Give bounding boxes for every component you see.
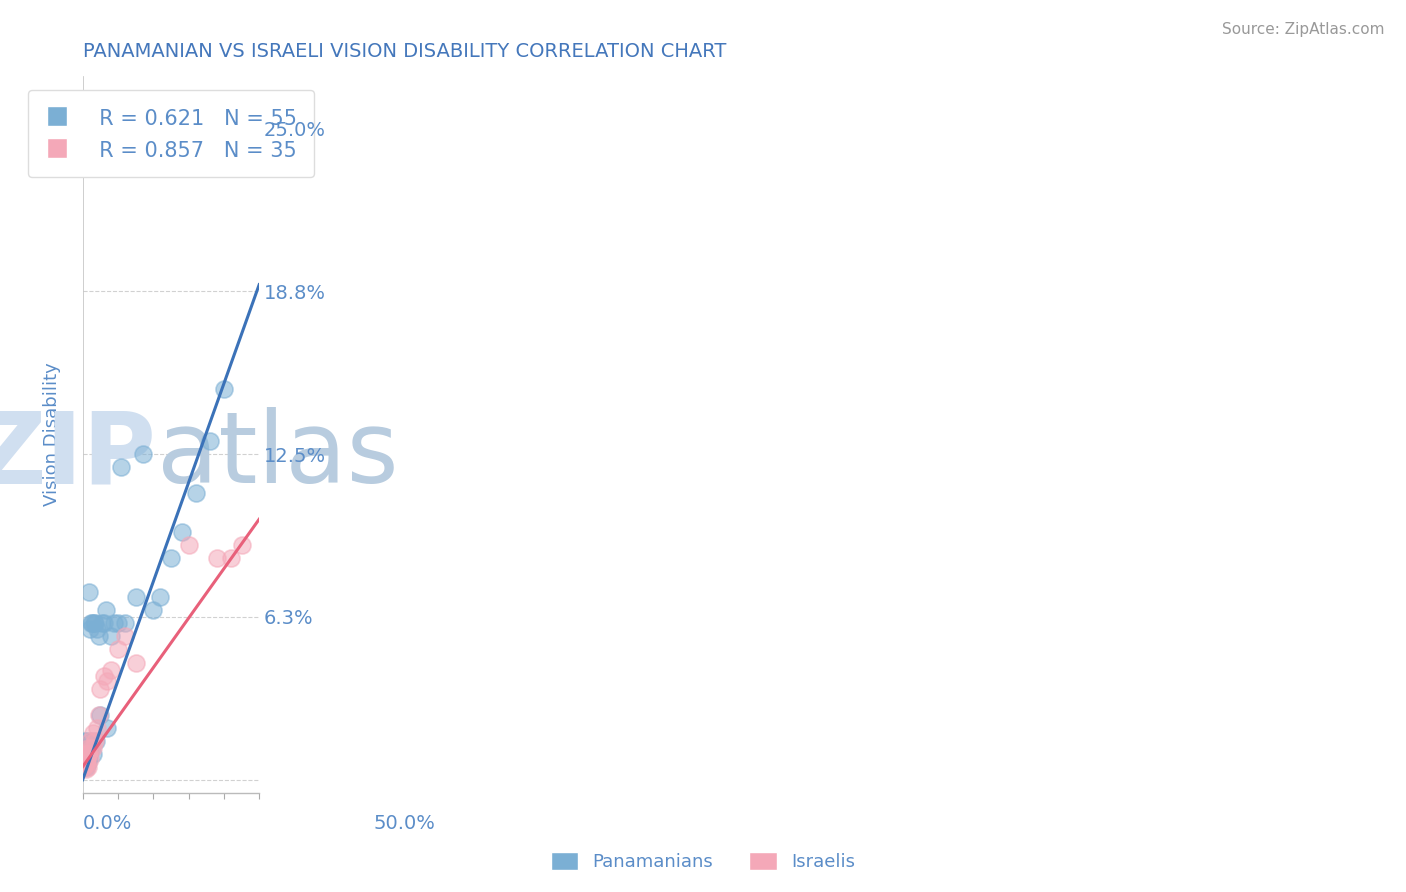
Point <box>76 741 98 756</box>
Point <box>107 616 129 631</box>
Point <box>77 747 100 761</box>
Point <box>75 749 97 764</box>
Point <box>77 585 100 599</box>
Point <box>219 551 242 566</box>
Point <box>76 755 98 769</box>
Point <box>103 616 125 631</box>
Point <box>75 752 97 766</box>
Point <box>72 760 94 774</box>
Point <box>86 622 108 636</box>
Point <box>79 744 101 758</box>
Text: Source: ZipAtlas.com: Source: ZipAtlas.com <box>1222 22 1385 37</box>
Point <box>231 538 253 552</box>
Point <box>77 752 100 766</box>
Point <box>100 630 122 644</box>
Point <box>75 747 97 761</box>
Point <box>96 673 118 688</box>
Point <box>76 747 98 761</box>
Point <box>170 525 193 540</box>
Text: ZIP: ZIP <box>0 408 157 505</box>
Point <box>87 707 110 722</box>
Point <box>94 603 117 617</box>
Point <box>75 733 97 747</box>
Point <box>89 707 111 722</box>
Point <box>76 760 98 774</box>
Point <box>82 726 104 740</box>
Point <box>84 733 107 747</box>
Point <box>212 382 235 396</box>
Point <box>100 663 122 677</box>
Point <box>73 757 96 772</box>
Point <box>114 616 136 631</box>
Point <box>82 616 104 631</box>
Point <box>76 752 98 766</box>
Point <box>73 741 96 756</box>
Point <box>96 721 118 735</box>
Text: PANAMANIAN VS ISRAELI VISION DISABILITY CORRELATION CHART: PANAMANIAN VS ISRAELI VISION DISABILITY … <box>83 42 725 61</box>
Point <box>73 747 96 761</box>
Point <box>124 591 146 605</box>
Point <box>80 741 103 756</box>
Point <box>82 747 104 761</box>
Legend: Panamanians, Israelis: Panamanians, Israelis <box>544 845 862 879</box>
Point <box>72 760 94 774</box>
Point <box>131 447 153 461</box>
Point <box>205 551 228 566</box>
Point <box>198 434 221 448</box>
Point <box>91 616 114 631</box>
Point <box>77 747 100 761</box>
Point <box>79 741 101 756</box>
Point <box>73 752 96 766</box>
Point <box>73 755 96 769</box>
Text: atlas: atlas <box>157 408 398 505</box>
Y-axis label: Vision Disability: Vision Disability <box>44 363 60 507</box>
Point <box>149 591 172 605</box>
Point <box>77 741 100 756</box>
Point <box>160 551 183 566</box>
Point <box>75 752 97 766</box>
Point <box>107 642 129 657</box>
Point <box>79 752 101 766</box>
Point <box>76 752 98 766</box>
Point <box>75 733 97 747</box>
Point <box>79 622 101 636</box>
Point <box>76 747 98 761</box>
Point <box>79 733 101 747</box>
Point <box>75 762 97 776</box>
Point <box>114 630 136 644</box>
Point <box>89 681 111 696</box>
Text: 50.0%: 50.0% <box>374 814 436 833</box>
Point <box>73 760 96 774</box>
Point <box>93 668 115 682</box>
Point <box>77 749 100 764</box>
Point <box>110 460 132 475</box>
Point <box>77 739 100 753</box>
Point <box>73 752 96 766</box>
Point <box>75 755 97 769</box>
Point <box>76 757 98 772</box>
Point <box>82 741 104 756</box>
Point <box>75 747 97 761</box>
Point <box>142 603 165 617</box>
Point <box>84 616 107 631</box>
Point <box>76 757 98 772</box>
Point <box>124 656 146 670</box>
Point <box>77 747 100 761</box>
Point <box>87 630 110 644</box>
Point <box>84 733 107 747</box>
Point <box>80 733 103 747</box>
Point <box>75 760 97 774</box>
Point <box>75 741 97 756</box>
Point <box>75 752 97 766</box>
Point <box>177 538 200 552</box>
Point <box>80 616 103 631</box>
Point <box>86 721 108 735</box>
Point <box>75 757 97 772</box>
Point <box>93 616 115 631</box>
Point <box>73 755 96 769</box>
Point <box>83 616 105 631</box>
Text: 0.0%: 0.0% <box>83 814 132 833</box>
Legend:   R = 0.621   N = 55,   R = 0.857   N = 35: R = 0.621 N = 55, R = 0.857 N = 35 <box>28 90 314 178</box>
Point <box>184 486 207 500</box>
